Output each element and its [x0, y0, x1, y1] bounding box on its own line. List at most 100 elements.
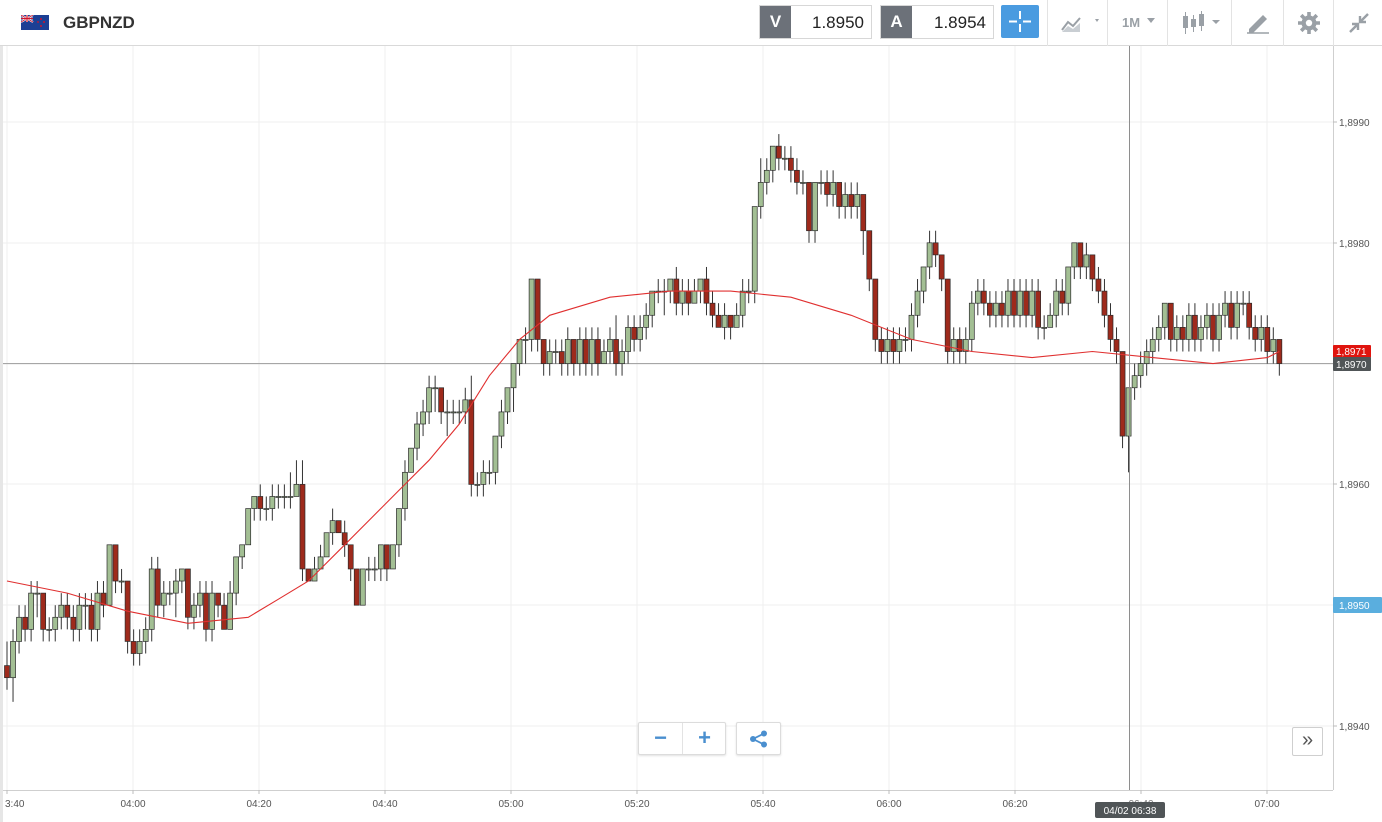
share-button[interactable]	[736, 722, 781, 755]
candle-body	[353, 568, 360, 606]
candle-body	[329, 520, 336, 534]
candle-body	[1011, 290, 1017, 316]
candle	[450, 399, 457, 424]
candle-body	[962, 339, 969, 352]
buy-price-button[interactable]: A 1.8954	[880, 5, 994, 39]
candle-body	[950, 339, 957, 352]
candle-body	[1179, 327, 1186, 340]
crosshair-button[interactable]	[1001, 5, 1039, 38]
candle	[444, 399, 451, 437]
candle	[269, 484, 276, 521]
candle	[1252, 315, 1259, 352]
candle	[215, 592, 221, 618]
candle	[1023, 279, 1029, 328]
candle	[878, 327, 885, 364]
buy-price: 1.8954	[934, 13, 986, 32]
candle	[782, 146, 788, 171]
settings-button[interactable]	[1283, 0, 1333, 46]
candle-body	[118, 580, 125, 583]
candle	[160, 581, 167, 618]
scroll-to-latest-button[interactable]: »	[1292, 727, 1323, 756]
candle-body	[390, 544, 396, 570]
candle-body	[968, 302, 975, 340]
zoom-out-button[interactable]: −	[654, 725, 667, 750]
candle-body	[522, 339, 529, 341]
candle	[854, 182, 861, 219]
candle-body	[281, 496, 288, 498]
sell-price-button[interactable]: V 1.8950	[759, 5, 872, 39]
candle-body	[721, 314, 728, 328]
candle-body	[800, 182, 806, 184]
candle	[179, 568, 185, 594]
candle-body	[4, 665, 10, 679]
candle-body	[1023, 290, 1029, 316]
candle	[1155, 315, 1162, 352]
candle	[516, 339, 523, 376]
candle	[390, 544, 396, 570]
candle-body	[516, 339, 523, 364]
candle-body	[601, 351, 607, 364]
candle	[1246, 291, 1253, 340]
candle-body	[179, 568, 185, 582]
candle	[974, 279, 981, 316]
candle	[848, 182, 855, 219]
candle-body	[769, 145, 776, 171]
candle	[1035, 279, 1041, 340]
chart-type-button[interactable]	[1047, 0, 1107, 46]
candle-body	[1234, 302, 1240, 328]
candle	[655, 279, 662, 304]
candle-body	[649, 290, 656, 316]
toolbar: GBPNZD V 1.8950 A 1.8954 1M	[0, 0, 1382, 46]
candle	[715, 303, 722, 328]
candle	[1179, 315, 1186, 352]
candle-body	[884, 339, 891, 352]
candle-body	[999, 302, 1005, 316]
candle-body	[956, 339, 963, 352]
candle-body	[1252, 327, 1259, 340]
candle	[486, 460, 493, 485]
candle	[1047, 303, 1054, 328]
candle-body	[166, 592, 173, 595]
candle	[775, 134, 782, 171]
timeframe-button[interactable]: 1M	[1107, 0, 1167, 46]
zoom-in-button[interactable]: +	[698, 725, 711, 750]
candle-body	[546, 351, 553, 364]
candle-body	[727, 314, 734, 328]
candle	[872, 278, 879, 352]
candle	[371, 556, 378, 582]
candle-body	[335, 520, 342, 534]
draw-button[interactable]	[1231, 0, 1283, 46]
zoom-controls: − +	[638, 722, 726, 755]
candle	[40, 592, 47, 642]
candle-body	[498, 411, 505, 437]
candle-body	[142, 629, 149, 642]
candle	[510, 363, 517, 412]
moving-average-line	[6, 290, 1280, 624]
candle	[733, 303, 740, 328]
candle-body	[293, 484, 300, 497]
candle-body	[1047, 314, 1054, 328]
candle-body	[697, 278, 704, 292]
candle-body	[733, 314, 740, 328]
candle	[625, 315, 631, 364]
candle-body	[830, 182, 836, 195]
chevron-down-icon	[1147, 18, 1155, 23]
x-tick-label: 07:00	[1254, 799, 1279, 810]
candle	[1017, 279, 1023, 328]
collapse-button[interactable]	[1333, 0, 1382, 46]
candle-body	[1161, 302, 1168, 328]
candle-body	[775, 145, 782, 159]
candlestick-button[interactable]	[1167, 0, 1231, 46]
candle-body	[480, 471, 487, 485]
candle	[1113, 327, 1120, 364]
candle-body	[347, 544, 354, 570]
candle-body	[782, 157, 788, 160]
candle	[999, 291, 1005, 328]
candle	[251, 496, 258, 521]
candle-body	[860, 194, 867, 232]
candle-body	[812, 182, 818, 232]
candle	[806, 182, 812, 243]
candle-body	[1167, 302, 1174, 340]
candle-body	[1210, 314, 1216, 340]
